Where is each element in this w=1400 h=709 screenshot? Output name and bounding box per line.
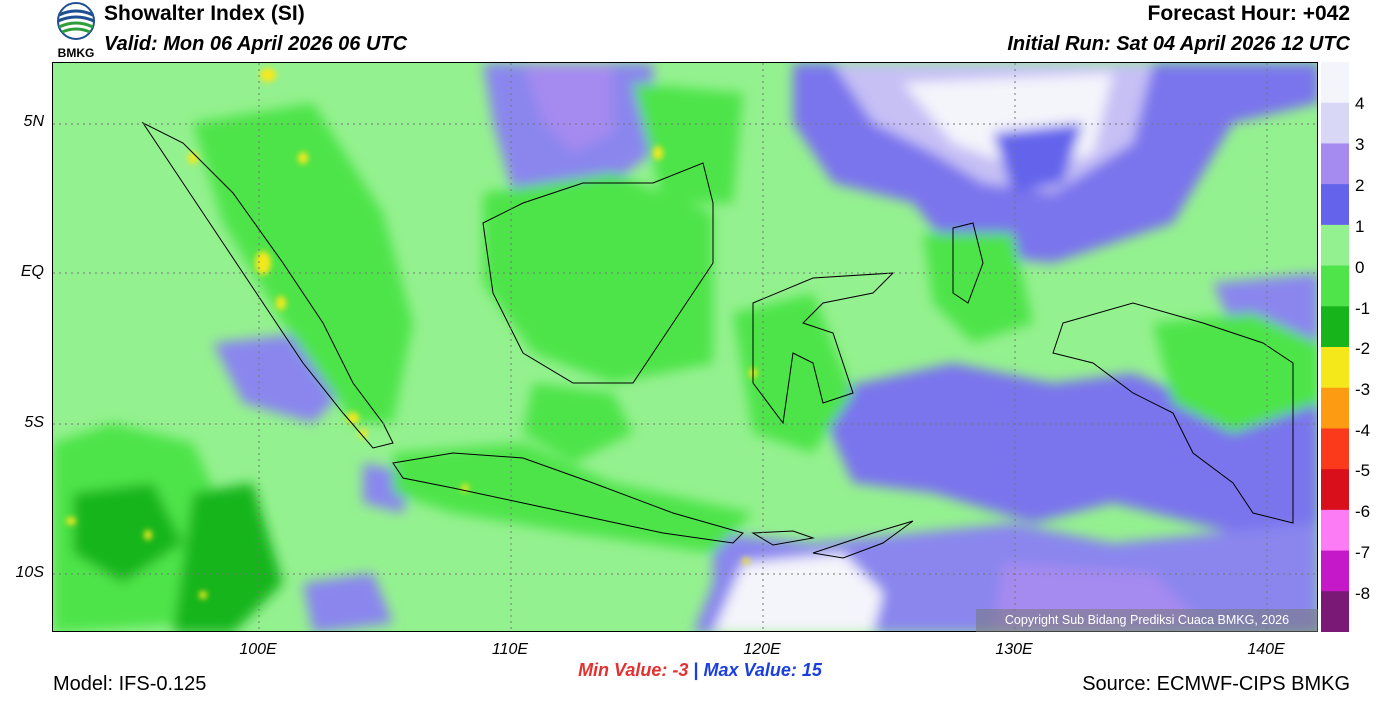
forecast-hour: Forecast Hour: +042	[1147, 2, 1351, 25]
max-value: 15	[801, 660, 822, 680]
x-tick-label: 140E	[1247, 641, 1285, 658]
copyright-notice: Copyright Sub Bidang Prediksi Cuaca BMKG…	[976, 609, 1318, 632]
color-scale-label: 1	[1355, 217, 1365, 236]
color-scale-swatch	[1321, 387, 1349, 429]
color-scale-swatches	[1321, 62, 1349, 633]
valid-time: Valid: Mon 06 April 2026 06 UTC	[104, 33, 408, 55]
initial-run: Initial Run: Sat 04 April 2026 12 UTC	[1007, 33, 1350, 55]
color-scale-label: -3	[1355, 380, 1371, 399]
model-info: Model: IFS-0.125	[53, 673, 207, 695]
color-scale-swatch	[1321, 224, 1349, 267]
color-scale-label: 2	[1355, 176, 1365, 195]
color-scale-label: -8	[1355, 584, 1371, 603]
field-layer	[53, 63, 1317, 631]
x-tick-label: 110E	[491, 641, 529, 658]
color-scale-swatch	[1321, 591, 1349, 633]
y-tick-label: 10S	[15, 564, 44, 581]
x-tick-label: 100E	[239, 641, 277, 658]
x-tick-label: 130E	[995, 641, 1033, 658]
color-scale-swatch	[1321, 306, 1349, 348]
bmkg-logo-icon	[53, 1, 99, 59]
page-title: Showalter Index (SI)	[104, 2, 305, 25]
min-max-summary: Min Value: -3 | Max Value: 15	[0, 660, 1400, 681]
color-scale-swatch	[1321, 102, 1349, 144]
color-scale-label: 3	[1355, 135, 1365, 154]
logo-text: BMKG	[57, 46, 95, 60]
min-label: Min Value:	[578, 660, 668, 680]
color-scale-bar	[1321, 62, 1349, 633]
color-scale-swatch	[1321, 347, 1349, 389]
color-scale-swatch	[1321, 184, 1349, 226]
source-info: Source: ECMWF-CIPS BMKG	[1082, 673, 1350, 695]
color-scale-label: 4	[1355, 94, 1365, 113]
y-tick-label: EQ	[20, 263, 44, 280]
color-scale-swatch	[1321, 428, 1349, 470]
color-scale-label: -1	[1355, 299, 1371, 318]
color-scale-label: -2	[1355, 339, 1371, 358]
color-scale-swatch	[1321, 509, 1349, 552]
min-max-separator: |	[693, 660, 699, 680]
y-tick-label: 5N	[23, 113, 44, 130]
color-scale-swatch	[1321, 62, 1349, 104]
min-value: -3	[672, 660, 689, 680]
color-scale-swatch	[1321, 469, 1349, 511]
coastlines	[141, 121, 1294, 559]
x-tick-label: 120E	[743, 641, 781, 658]
color-scale-label: -5	[1355, 461, 1371, 480]
max-label: Max Value:	[703, 660, 797, 680]
color-scale-label: -6	[1355, 502, 1371, 521]
showalter-index-map	[52, 62, 1318, 632]
color-scale-swatch	[1321, 265, 1349, 307]
y-tick-label: 5S	[24, 414, 44, 431]
color-scale-swatch	[1321, 143, 1349, 185]
color-scale-label: -7	[1355, 543, 1371, 562]
graticule	[53, 63, 1317, 631]
color-scale-label: 0	[1355, 258, 1365, 277]
color-scale-label: -4	[1355, 421, 1371, 440]
color-scale-swatch	[1321, 550, 1349, 592]
